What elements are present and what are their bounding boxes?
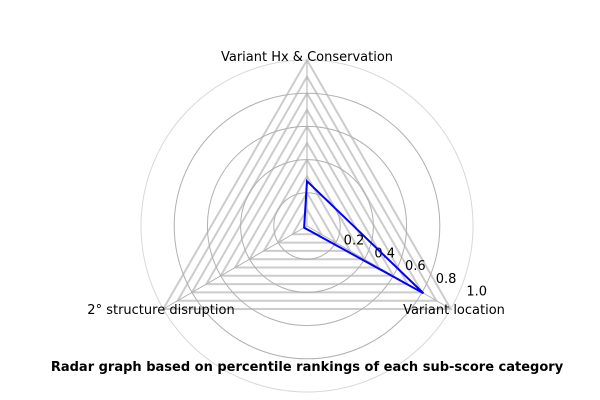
r-tick-label: 1.0 — [466, 285, 487, 300]
grid-triangle — [262, 174, 352, 252]
grid-triangle — [161, 58, 453, 310]
grid-triangle — [204, 107, 410, 286]
grid-triangle — [175, 74, 439, 302]
grid-triangle — [276, 190, 338, 244]
axis-label: Variant Hx & Conservation — [221, 50, 393, 65]
grid-triangle — [233, 140, 381, 269]
spoke-line — [162, 225, 308, 310]
spoke-line — [306, 225, 452, 310]
r-tick-label: 0.6 — [405, 259, 426, 274]
grid-triangle — [219, 124, 395, 277]
grid-triangle — [290, 207, 324, 236]
r-tick-label: 0.2 — [344, 234, 365, 249]
r-tick-label: 0.8 — [436, 272, 457, 287]
axis-label: 2° structure disruption — [87, 303, 234, 318]
series-polygon — [303, 178, 425, 295]
chart-title: Radar graph based on percentile rankings… — [51, 360, 564, 375]
axis-label: Variant location — [403, 303, 505, 318]
